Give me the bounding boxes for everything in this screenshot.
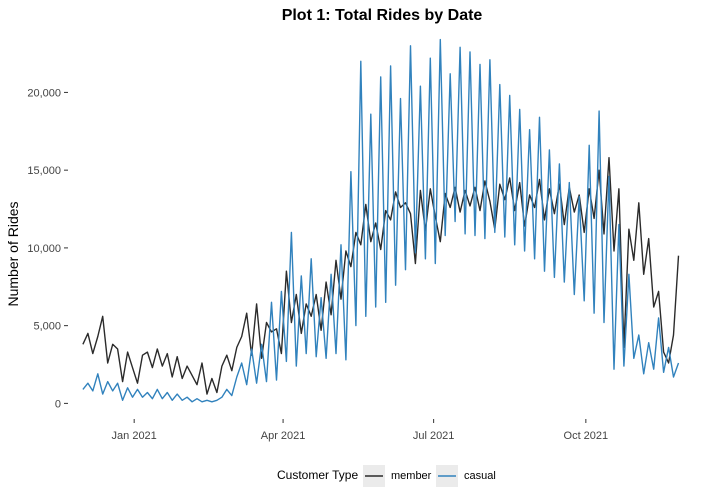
y-tick-label: 20,000	[27, 87, 61, 99]
series-line-member	[82, 157, 680, 395]
x-tick-label: Oct 2021	[564, 430, 609, 442]
y-tick-label: 0	[55, 398, 61, 410]
y-axis: 0 5,000 10,000 15,000 20,000	[27, 87, 68, 410]
legend-title: Customer Type	[277, 468, 358, 482]
legend-item-member: member	[363, 465, 432, 487]
x-tick-label: Jul 2021	[413, 430, 455, 442]
x-axis: Jan 2021 Apr 2021 Jul 2021 Oct 2021	[112, 419, 609, 442]
x-tick-label: Jan 2021	[112, 430, 157, 442]
legend: Customer Type member casual	[277, 465, 496, 487]
y-tick-label: 10,000	[27, 243, 61, 255]
chart-title: Plot 1: Total Rides by Date	[282, 7, 483, 24]
y-tick-label: 5,000	[33, 321, 61, 333]
y-axis-title: Number of Rides	[5, 201, 21, 306]
legend-items: member casual	[363, 465, 496, 487]
series-layer	[82, 38, 680, 403]
y-tick-label: 15,000	[27, 165, 61, 177]
legend-item-casual: casual	[436, 465, 496, 487]
legend-label: casual	[464, 470, 496, 482]
legend-label: member	[391, 470, 432, 482]
series-line-casual	[82, 38, 680, 403]
x-tick-label: Apr 2021	[261, 430, 306, 442]
